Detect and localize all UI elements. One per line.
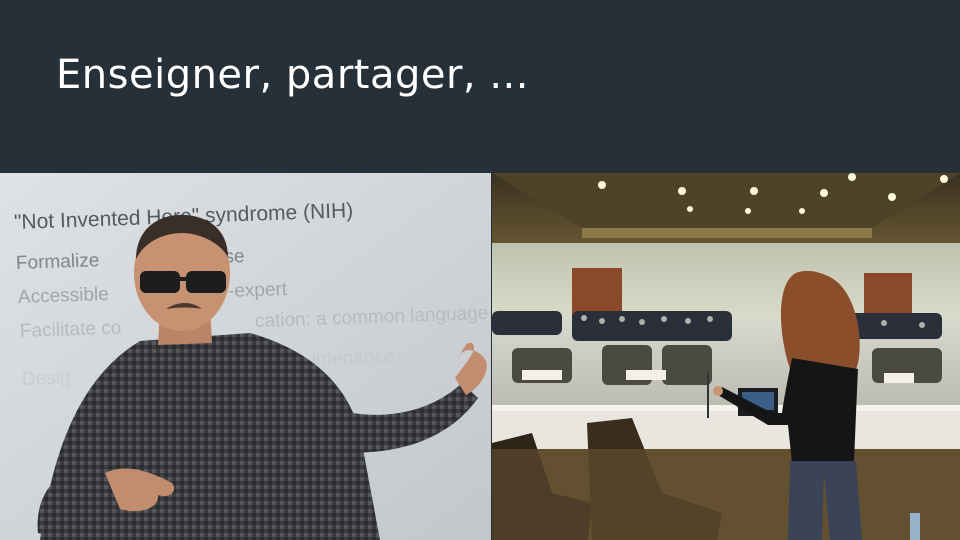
- conference-room-scene: [492, 173, 960, 540]
- speaker-photo: "Not Invented Here" syndrome (NIH) Forma…: [0, 173, 491, 540]
- speaker-figure: [37, 214, 487, 540]
- conference-room-photo: [492, 173, 960, 540]
- slide-title: Enseigner, partager, ...: [56, 52, 529, 98]
